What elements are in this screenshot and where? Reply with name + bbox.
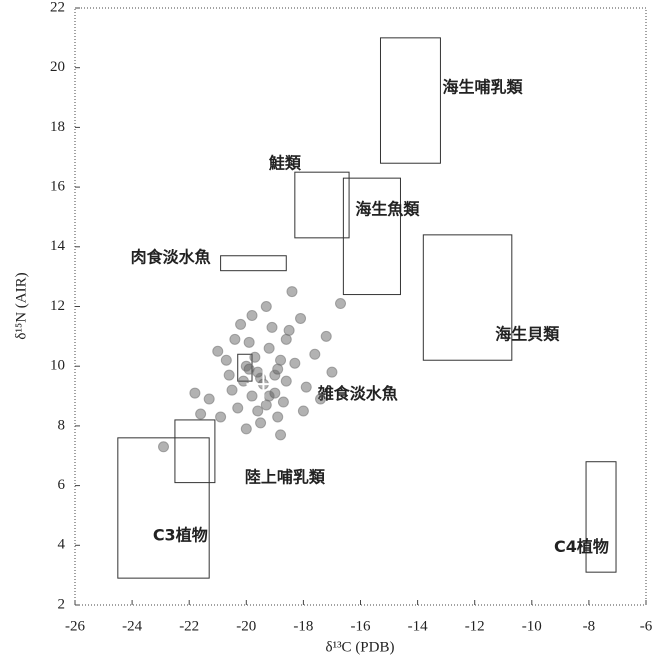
point — [232, 402, 244, 414]
x-tick-label: -22 — [179, 618, 199, 634]
point — [240, 360, 252, 372]
point — [223, 369, 235, 381]
x-axis-label: δ¹³C (PDB) — [326, 639, 395, 655]
point — [269, 387, 281, 399]
point — [229, 333, 241, 345]
point — [326, 366, 338, 378]
x-tick-label: -10 — [522, 618, 542, 634]
region-box — [342, 177, 401, 296]
point — [246, 390, 258, 402]
point — [212, 345, 224, 357]
point — [195, 408, 207, 420]
region-box — [422, 234, 513, 361]
x-tick-label: -16 — [351, 618, 371, 634]
point — [309, 348, 321, 360]
point — [237, 375, 249, 387]
point — [300, 381, 312, 393]
region-label: 雑食淡水魚 — [317, 384, 398, 403]
point — [235, 318, 247, 330]
point — [275, 429, 287, 441]
y-tick-label: 10 — [50, 358, 65, 374]
point — [243, 336, 255, 348]
point — [275, 354, 287, 366]
point — [280, 375, 292, 387]
point — [297, 405, 309, 417]
point — [189, 387, 201, 399]
x-tick-label: -24 — [122, 618, 142, 634]
point — [272, 411, 284, 423]
point — [269, 369, 281, 381]
point — [249, 351, 261, 363]
x-tick-label: -18 — [293, 618, 313, 634]
point — [263, 390, 275, 402]
point — [263, 342, 275, 354]
point — [266, 321, 278, 333]
point — [226, 384, 238, 396]
region-box — [220, 255, 287, 272]
point — [203, 393, 215, 405]
y-tick-label: 8 — [58, 417, 66, 433]
y-axis-label: δ¹⁵N (AIR) — [13, 272, 29, 339]
plot-frame — [74, 7, 647, 606]
point — [286, 286, 298, 298]
region-label: 肉食淡水魚 — [131, 247, 211, 266]
x-tick-label: -14 — [408, 618, 428, 634]
region-label: 鮭類 — [268, 154, 302, 173]
y-tick-label: 12 — [50, 298, 65, 314]
region-box — [237, 353, 253, 382]
point — [158, 441, 170, 453]
point — [255, 417, 267, 429]
y-tick-label: 22 — [50, 0, 65, 15]
x-tick-label: -12 — [465, 618, 485, 634]
y-tick-label: 6 — [58, 477, 66, 493]
y-tick-label: 14 — [50, 238, 66, 254]
point — [260, 301, 272, 312]
point — [289, 357, 301, 369]
x-tick-label: -20 — [236, 618, 256, 634]
region-label: 陸上哺乳類 — [245, 467, 326, 486]
x-tick-label: -6 — [640, 618, 653, 634]
region-box — [294, 171, 350, 239]
region-box — [379, 37, 441, 164]
point — [240, 423, 252, 435]
region-box — [585, 461, 617, 573]
region-label: C3植物 — [153, 525, 208, 544]
x-tick-label: -8 — [583, 618, 596, 634]
point — [315, 393, 327, 405]
point — [246, 309, 258, 321]
point — [252, 405, 264, 417]
point — [295, 312, 307, 324]
y-tick-label: 4 — [58, 537, 66, 553]
point — [335, 298, 347, 310]
y-tick-label: 18 — [50, 119, 65, 135]
point — [277, 396, 289, 408]
region-label: 海生哺乳類 — [442, 77, 523, 96]
region-label: 海生魚類 — [355, 200, 420, 219]
region-box — [174, 419, 216, 484]
y-tick-label: 20 — [50, 59, 65, 75]
region-label: C4植物 — [554, 537, 609, 556]
region-box — [117, 437, 210, 579]
y-tick-label: 2 — [58, 596, 66, 612]
point — [215, 411, 227, 423]
point — [280, 333, 292, 345]
region-label: 海生貝類 — [495, 324, 560, 343]
x-tick-label: -26 — [65, 618, 85, 634]
point — [320, 330, 332, 342]
point — [220, 354, 232, 366]
y-tick-label: 16 — [50, 179, 66, 195]
